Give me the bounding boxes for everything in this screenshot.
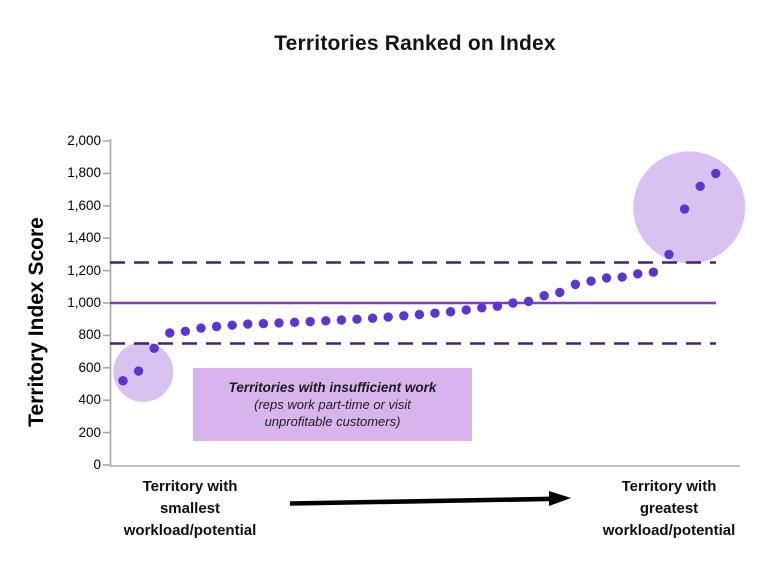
data-point (648, 267, 659, 277)
data-point (196, 323, 206, 333)
data-point (586, 276, 596, 286)
data-point (711, 168, 721, 179)
data-point (508, 298, 518, 308)
y-tick-label: 1,200 (67, 262, 101, 278)
data-point (243, 319, 253, 329)
y-tick-label: 1,400 (67, 230, 101, 246)
data-point (289, 317, 300, 327)
data-point (430, 308, 440, 318)
data-point (555, 287, 565, 298)
y-tick-label: 400 (78, 392, 101, 408)
x-axis-label-right: Territory with greatest workload/potenti… (602, 478, 736, 539)
annotation-line-2: (reps work part-time or visit (254, 397, 411, 412)
data-point (679, 204, 690, 214)
data-point (305, 316, 315, 327)
direction-arrow-head (549, 491, 571, 506)
data-point (633, 269, 643, 279)
data-point (352, 314, 362, 324)
data-point (258, 318, 269, 329)
data-point (695, 181, 705, 192)
data-point (211, 321, 222, 332)
chart-title: Territories Ranked on Index (274, 32, 556, 55)
annotation-callout: Territories with insufficient work (reps… (193, 368, 472, 441)
data-point (664, 249, 674, 260)
data-point (617, 272, 627, 282)
data-point (492, 301, 503, 311)
data-point (461, 305, 471, 315)
data-point (180, 326, 191, 337)
data-point (399, 311, 409, 321)
data-point (227, 320, 237, 330)
data-point (118, 376, 128, 386)
highlight-circle-high-outliers (633, 151, 746, 264)
data-point (477, 303, 487, 313)
data-point (523, 296, 534, 307)
annotation-line-3: unprofitable customers) (264, 414, 401, 429)
y-tick-label: 200 (78, 424, 101, 440)
data-point (321, 316, 331, 326)
data-point (570, 279, 581, 290)
data-point (149, 343, 159, 354)
y-tick-label: 800 (78, 327, 101, 343)
data-point (367, 313, 378, 323)
highlight-circle-low-outliers (113, 341, 174, 402)
data-point (336, 315, 347, 325)
data-point (165, 328, 175, 338)
data-point (445, 307, 456, 317)
y-tick-label: 0 (93, 457, 101, 472)
y-tick-label: 1,600 (67, 197, 101, 213)
data-point (133, 366, 144, 376)
data-point (601, 273, 612, 283)
y-tick-label: 1,800 (67, 165, 101, 181)
y-tick-label: 2,000 (67, 133, 101, 148)
data-point (539, 291, 549, 301)
data-point (383, 312, 393, 322)
y-tick-label: 600 (78, 359, 101, 375)
annotation-line-1: Territories with insufficient work (228, 380, 437, 395)
x-axis-label-left: Territory with smallest workload/potenti… (123, 478, 257, 539)
y-tick-label: 1,000 (67, 295, 101, 310)
direction-arrow-shaft (289, 496, 557, 506)
data-point (414, 309, 425, 320)
data-point (274, 318, 284, 328)
